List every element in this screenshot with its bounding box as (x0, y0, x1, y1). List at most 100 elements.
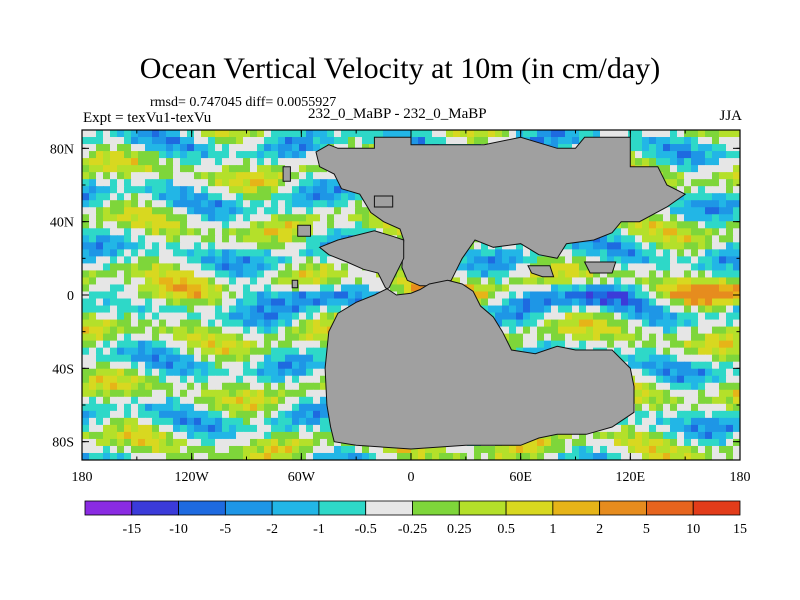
field-cell (362, 270, 370, 279)
field-cell (222, 165, 230, 173)
field-cell (96, 263, 104, 272)
field-cell (530, 312, 538, 321)
field-cell (271, 186, 279, 194)
field-cell (89, 319, 97, 328)
field-cell (194, 445, 202, 454)
field-cell (705, 235, 713, 243)
field-cell (509, 305, 517, 314)
field-cell (215, 410, 223, 419)
field-cell (187, 291, 195, 300)
field-cell (705, 333, 713, 342)
field-cell (306, 172, 314, 180)
field-cell (691, 438, 699, 447)
field-cell (222, 263, 230, 272)
field-cell (614, 298, 622, 307)
field-cell (684, 431, 692, 440)
field-cell (124, 417, 132, 426)
field-cell (208, 256, 216, 265)
field-cell (264, 235, 272, 243)
field-cell (635, 270, 643, 279)
field-cell (635, 158, 643, 166)
field-cell (278, 284, 286, 293)
field-cell (89, 417, 97, 426)
field-cell (495, 284, 503, 293)
field-cell (131, 151, 139, 159)
field-cell (96, 249, 104, 257)
field-cell (663, 340, 671, 349)
field-cell (614, 249, 622, 257)
field-cell (383, 130, 391, 138)
field-cell (698, 221, 706, 229)
field-cell (131, 403, 139, 412)
field-cell (712, 319, 720, 328)
field-cell (180, 403, 188, 412)
field-cell (677, 431, 685, 440)
field-cell (593, 284, 601, 293)
field-cell (145, 214, 153, 222)
field-cell (166, 186, 174, 194)
field-cell (649, 284, 657, 293)
field-cell (663, 144, 671, 152)
field-cell (264, 291, 272, 300)
field-cell (565, 256, 573, 265)
field-cell (677, 284, 685, 293)
field-cell (292, 368, 300, 377)
field-cell (271, 410, 279, 419)
field-cell (593, 277, 601, 286)
field-cell (635, 354, 643, 363)
field-cell (250, 368, 258, 377)
field-cell (698, 305, 706, 314)
field-cell (628, 361, 636, 370)
field-cell (670, 340, 678, 349)
field-cell (180, 130, 188, 138)
field-cell (82, 403, 90, 412)
field-cell (397, 263, 405, 272)
field-cell (614, 333, 622, 342)
field-cell (705, 424, 713, 433)
field-cell (82, 354, 90, 363)
field-cell (250, 333, 258, 342)
field-cell (194, 452, 202, 460)
field-cell (208, 382, 216, 391)
field-cell (299, 277, 307, 286)
field-cell (313, 130, 321, 138)
field-cell (201, 424, 209, 433)
field-cell (159, 305, 167, 314)
field-cell (278, 417, 286, 426)
field-cell (285, 452, 293, 460)
field-cell (670, 263, 678, 272)
field-cell (320, 228, 328, 236)
field-cell (215, 179, 223, 187)
field-cell (306, 361, 314, 370)
field-cell (677, 228, 685, 236)
field-cell (145, 396, 153, 405)
field-cell (719, 214, 727, 222)
field-cell (327, 200, 335, 208)
field-cell (705, 228, 713, 236)
field-cell (530, 249, 538, 257)
field-cell (159, 130, 167, 138)
field-cell (691, 263, 699, 272)
field-cell (656, 403, 664, 412)
field-cell (250, 158, 258, 166)
field-cell (334, 235, 342, 243)
field-cell (138, 263, 146, 272)
field-cell (733, 165, 740, 173)
field-cell (411, 130, 419, 138)
field-cell (663, 291, 671, 300)
field-cell (166, 130, 174, 138)
field-cell (257, 417, 265, 426)
field-cell (719, 242, 727, 250)
field-cell (138, 305, 146, 314)
field-cell (642, 389, 650, 398)
field-cell (131, 375, 139, 384)
field-cell (152, 179, 160, 187)
field-cell (698, 410, 706, 419)
field-cell (145, 438, 153, 447)
field-cell (103, 312, 111, 321)
field-cell (271, 214, 279, 222)
field-cell (530, 256, 538, 265)
field-cell (257, 312, 265, 321)
field-cell (376, 452, 384, 460)
field-cell (89, 263, 97, 272)
